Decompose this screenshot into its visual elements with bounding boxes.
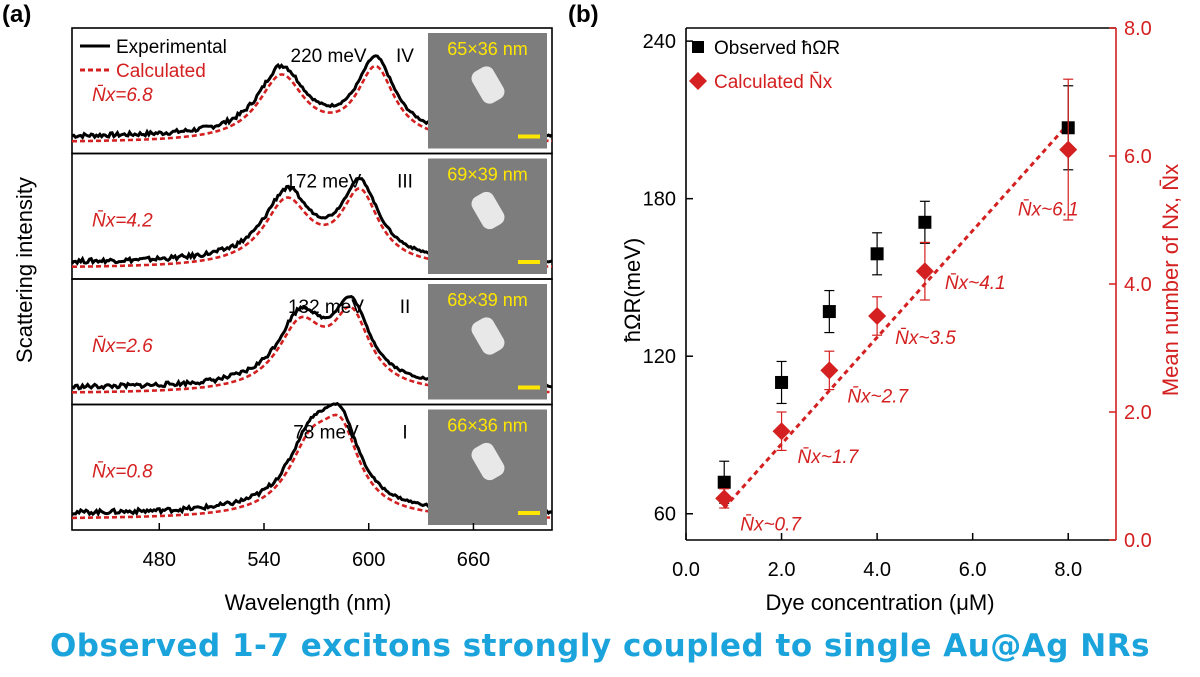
nx-data-label: N̄x~0.7 (740, 514, 802, 535)
observed-point (717, 475, 731, 489)
legend-marker-observed (692, 41, 704, 53)
nanorod-image (471, 191, 505, 230)
inset-size-label: 65×36 nm (447, 39, 528, 59)
roman-label: IV (396, 46, 414, 67)
observed-point (870, 247, 884, 261)
panel-b-ylabel-right: Mean number of Nx, N̄x (1158, 164, 1183, 396)
observed-point (918, 215, 932, 229)
splitting-label: 172 meV (285, 172, 361, 193)
legend-label-observed: Observed ħΩR (714, 38, 840, 59)
calculated-point (715, 489, 734, 508)
splitting-label: 132 meV (288, 297, 364, 318)
calculated-spectrum (72, 413, 552, 520)
x-tick-label: 4.0 (863, 559, 891, 581)
roman-label: III (397, 172, 413, 193)
x-tick-label: 8.0 (1054, 559, 1082, 581)
panel-b-ylabel-left: ħΩR(meV) (620, 238, 645, 342)
y-left-tick-label: 60 (654, 504, 676, 526)
y-right-tick-label: 8.0 (1124, 18, 1152, 40)
y-right-tick-label: 4.0 (1124, 274, 1152, 296)
scale-bar (518, 385, 540, 390)
nx-label: N̄x=0.8 (92, 462, 153, 483)
splitting-label: 220 meV (291, 46, 367, 67)
nx-data-label: N̄x~6.1 (1018, 200, 1079, 221)
panel-b-xlabel: Dye concentration (μM) (765, 590, 994, 615)
x-tick-label: 540 (247, 549, 280, 571)
splitting-label: 78 meV (293, 423, 359, 444)
y-right-tick-label: 6.0 (1124, 146, 1152, 168)
panel-a-ylabel: Scattering intensity (12, 177, 37, 363)
observed-point (775, 375, 789, 389)
nx-data-label: N̄x~4.1 (945, 273, 1006, 294)
roman-label: I (402, 423, 407, 444)
legend-label-calculated: Calculated (116, 61, 206, 82)
scale-bar (518, 260, 540, 264)
inset-size-label: 66×36 nm (447, 416, 528, 436)
subpanel-frame (71, 403, 553, 531)
x-tick-label: 660 (457, 549, 490, 571)
panel-label-a: (a) (2, 1, 31, 28)
nx-data-label: N̄x~2.7 (847, 386, 909, 407)
panel-b-chart: 0.0 2.0 4.0 6.0 8.0 60 120 180 240 0.0 2.0 4.0 6.0 8.… (643, 18, 1152, 581)
x-tick-label: 0.0 (672, 559, 700, 581)
y-right-tick-label: 0.0 (1124, 530, 1152, 552)
nx-label: N̄x=4.2 (92, 211, 153, 232)
scale-bar (518, 511, 540, 515)
x-tick-label: 2.0 (768, 559, 796, 581)
calculated-point (820, 361, 839, 380)
panel-label-b: (b) (568, 1, 599, 28)
calculated-point (915, 262, 934, 281)
nx-data-label: N̄x~3.5 (895, 328, 956, 349)
legend-label-experimental: Experimental (116, 37, 227, 58)
y-left-tick-label: 180 (643, 189, 676, 211)
legend-marker-calculated (689, 72, 707, 90)
calculated-point (1059, 140, 1078, 159)
calculated-spectrum (72, 305, 553, 394)
scale-bar (518, 134, 540, 139)
roman-label: II (400, 297, 411, 318)
x-tick-label: 600 (352, 549, 385, 571)
calculated-point (772, 422, 791, 441)
inset-size-label: 69×39 nm (447, 165, 528, 185)
x-tick-label: 480 (143, 549, 176, 571)
panel-a-xlabel: Wavelength (nm) (225, 590, 392, 615)
nanorod-image (471, 317, 505, 355)
nanorod-image (471, 66, 505, 104)
nanorod-image (471, 442, 505, 481)
y-right-tick-label: 2.0 (1124, 402, 1152, 424)
nx-label: N̄x=6.8 (92, 85, 153, 106)
y-left-tick-label: 120 (643, 346, 676, 368)
legend-label-calculated: Calculated N̄x (714, 72, 833, 93)
x-tick-label: 6.0 (959, 559, 987, 581)
y-left-tick-label: 240 (643, 31, 676, 53)
nx-label: N̄x=2.6 (92, 336, 153, 357)
figure-caption: Observed 1-7 excitons strongly coupled t… (49, 628, 1151, 664)
inset-size-label: 68×39 nm (447, 290, 528, 310)
observed-point (822, 305, 836, 319)
nx-data-label: N̄x~1.7 (798, 447, 860, 468)
fit-line (723, 122, 1070, 510)
calculated-point (868, 307, 887, 325)
